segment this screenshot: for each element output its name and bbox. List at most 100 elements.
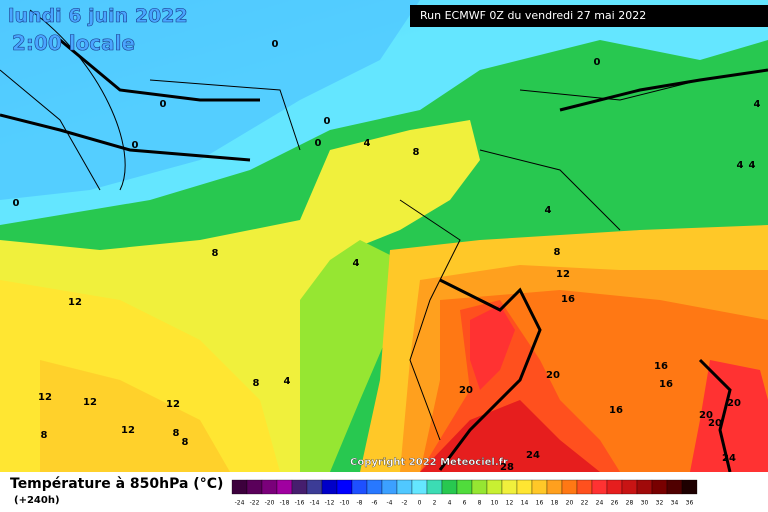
legend-swatch bbox=[591, 479, 608, 495]
contour-label: 4 bbox=[545, 205, 552, 216]
legend-swatch bbox=[321, 479, 338, 495]
contour-label: 20 bbox=[727, 398, 741, 409]
legend-swatch bbox=[621, 479, 638, 495]
legend-tick-label: 4 bbox=[448, 500, 452, 507]
contour-label: 16 bbox=[561, 294, 575, 305]
legend-tick-label: 28 bbox=[626, 500, 634, 507]
forecast-time: 2:00 locale bbox=[12, 31, 135, 55]
legend-tick-label: -2 bbox=[402, 500, 408, 507]
legend-swatch bbox=[606, 479, 623, 495]
legend-swatch bbox=[471, 479, 488, 495]
legend-swatch bbox=[636, 479, 653, 495]
legend-swatch bbox=[516, 479, 533, 495]
legend-tick-label: -24 bbox=[235, 500, 245, 507]
contour-label: 20 bbox=[699, 410, 713, 421]
contour-label: 8 bbox=[253, 378, 260, 389]
legend-tick-label: 14 bbox=[521, 500, 529, 507]
contour-label: 0 bbox=[324, 116, 331, 127]
contour-label: 12 bbox=[166, 399, 180, 410]
contour-label: 0 bbox=[272, 39, 279, 50]
contour-label: 0 bbox=[160, 99, 167, 110]
contour-label: 4 bbox=[353, 258, 360, 269]
legend-swatch bbox=[351, 479, 368, 495]
legend-swatch bbox=[261, 479, 278, 495]
legend-tick-label: 8 bbox=[478, 500, 482, 507]
legend-swatch bbox=[366, 479, 383, 495]
legend-tick-label: -4 bbox=[387, 500, 393, 507]
run-info: Run ECMWF 0Z du vendredi 27 mai 2022 bbox=[420, 9, 646, 22]
legend-tick-label: 18 bbox=[551, 500, 559, 507]
legend-swatch bbox=[666, 479, 683, 495]
legend-swatch bbox=[561, 479, 578, 495]
legend-tick-label: 22 bbox=[581, 500, 589, 507]
legend-swatch bbox=[306, 479, 323, 495]
forecast-date: lundi 6 juin 2022 bbox=[8, 5, 188, 27]
legend-swatch bbox=[486, 479, 503, 495]
contour-label: 24 bbox=[526, 450, 540, 461]
contour-label: 0 bbox=[594, 57, 601, 68]
legend-tick-label: -8 bbox=[357, 500, 363, 507]
contour-label: 16 bbox=[659, 379, 673, 390]
legend-tick-label: -16 bbox=[295, 500, 305, 507]
contour-label: 24 bbox=[722, 453, 736, 464]
legend-tick-label: 36 bbox=[686, 500, 694, 507]
legend-tick-label: -20 bbox=[265, 500, 275, 507]
contour-label: 8 bbox=[413, 147, 420, 158]
legend-tick-label: -12 bbox=[325, 500, 335, 507]
legend-tick-label: 10 bbox=[491, 500, 499, 507]
legend-tick-label: 12 bbox=[506, 500, 514, 507]
contour-label: 4 bbox=[737, 160, 744, 171]
contour-label: 8 bbox=[554, 247, 561, 258]
contour-label: 12 bbox=[121, 425, 135, 436]
legend-swatch bbox=[576, 479, 593, 495]
legend-swatch bbox=[336, 479, 353, 495]
contour-label: 28 bbox=[500, 462, 514, 473]
legend-swatch bbox=[456, 479, 473, 495]
legend-swatch bbox=[441, 479, 458, 495]
run-banner bbox=[410, 5, 768, 27]
contour-label: 20 bbox=[459, 385, 473, 396]
contour-label: 4 bbox=[754, 99, 761, 110]
legend-title: Température à 850hPa (°C) bbox=[10, 476, 223, 492]
contour-label: 8 bbox=[173, 428, 180, 439]
map-header: lundi 6 juin 2022 2:00 locale Run ECMWF … bbox=[8, 5, 768, 468]
legend-tick-label: -6 bbox=[372, 500, 378, 507]
contour-label: 16 bbox=[654, 361, 668, 372]
contour-label: 12 bbox=[68, 297, 82, 308]
legend-tick-label: 0 bbox=[418, 500, 422, 507]
legend-subtitle: (+240h) bbox=[14, 495, 60, 506]
legend-tick-label: -22 bbox=[250, 500, 260, 507]
contour-label: 20 bbox=[546, 370, 560, 381]
legend-swatch bbox=[546, 479, 563, 495]
temperature-field bbox=[0, 0, 768, 473]
legend-tick-label: 6 bbox=[463, 500, 467, 507]
contour-label: 20 bbox=[708, 418, 722, 429]
contour-label: 12 bbox=[83, 397, 97, 408]
legend-tick-label: 2 bbox=[433, 500, 437, 507]
contour-label: 4 bbox=[749, 160, 756, 171]
legend-tick-label: 24 bbox=[596, 500, 604, 507]
contour-label: 12 bbox=[38, 392, 52, 403]
legend-tick-label: 30 bbox=[641, 500, 649, 507]
legend-swatch bbox=[381, 479, 398, 495]
contour-label: 4 bbox=[284, 376, 291, 387]
legend-swatch bbox=[681, 479, 698, 495]
legend-tick-label: 16 bbox=[536, 500, 544, 507]
contour-label: 0 bbox=[315, 138, 322, 149]
contour-label: 16 bbox=[609, 405, 623, 416]
contour-label: 8 bbox=[41, 430, 48, 441]
contour-label: 8 bbox=[212, 248, 219, 259]
legend-swatch bbox=[501, 479, 518, 495]
contour-label: 12 bbox=[556, 269, 570, 280]
legend-swatch bbox=[396, 479, 413, 495]
contour-label: 8 bbox=[182, 437, 189, 448]
legend-tick-label: 32 bbox=[656, 500, 664, 507]
legend-tick-label: -14 bbox=[310, 500, 320, 507]
legend-swatch bbox=[426, 479, 443, 495]
copyright: Copyright 2022 Meteociel.fr bbox=[350, 457, 508, 468]
legend-swatch bbox=[291, 479, 308, 495]
contour-label: 4 bbox=[364, 138, 371, 149]
legend-swatch bbox=[276, 479, 293, 495]
